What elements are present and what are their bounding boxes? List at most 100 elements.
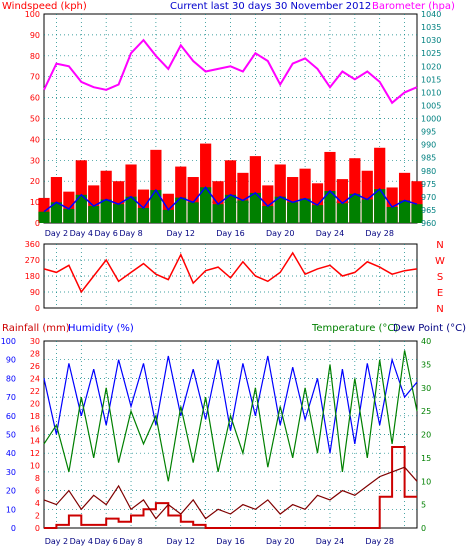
barometer-y-tick: 995 [421,128,436,137]
barometer-line [43,38,418,105]
average-wind-bar [386,207,398,223]
windspeed-bar [374,147,386,223]
average-wind-bar [299,198,311,223]
rainfall-y-tick: 8 [35,474,40,483]
average-wind-bar [411,204,423,223]
dewpoint-line [43,466,418,520]
humidity-y-tick: 60 [6,412,16,421]
compass-label: N [436,304,443,315]
windspeed-bar [224,160,237,223]
x-tick-label-bottom: Day 4 [70,537,93,546]
windspeed-bar [299,168,311,223]
humidity-y-tick: 30 [6,468,16,477]
average-wind-bar [311,205,324,223]
average-wind-bar [175,197,187,223]
temperature-y-tick: 15 [421,454,431,463]
wind-direction-line [43,251,418,294]
barometer-y-tick: 1030 [421,36,441,45]
humidity-y-tick: 80 [6,374,16,383]
compass-label: E [437,288,443,299]
windspeed-bar [38,197,50,223]
barometer-y-tick: 990 [421,141,436,150]
compass-label: S [437,272,443,283]
x-tick-label-top: Day 4 [70,229,93,238]
wind-y-tick: 100 [25,10,40,19]
wind-y-tick: 60 [30,94,40,103]
average-wind-bar [224,194,237,223]
windspeed-bar [63,191,75,223]
barometer-y-tick: 980 [421,167,436,176]
rainfall-y-tick: 0 [35,524,40,533]
average-wind-bar [237,200,249,223]
barometer-y-tick: 960 [421,219,436,228]
average-wind-line [43,186,418,213]
average-wind-bar [162,209,174,223]
windspeed-bar [100,170,112,223]
average-wind-bar [113,204,125,223]
humidity-y-tick: 20 [6,487,16,496]
barometer-y-tick: 1035 [421,23,441,32]
average-wind-bar [249,192,261,223]
humidity-y-tick: 90 [6,356,16,365]
average-wind-bar [100,199,112,223]
chart-marks [38,38,423,529]
rainfall-y-tick: 28 [30,349,40,358]
rainfall-y-tick: 22 [30,387,40,396]
barometer-y-tick: 985 [421,154,436,163]
wind-y-tick: 40 [30,135,40,144]
wind-y-tick: 90 [30,31,40,40]
direction-y-tick: 90 [30,288,40,297]
x-tick-label-bottom: Day 12 [167,537,196,546]
humidity-y-tick: 70 [6,393,16,402]
rainfall-y-tick: 12 [30,449,40,458]
x-tick-label-bottom: Day 20 [266,537,295,546]
average-wind-bar [63,208,75,223]
average-wind-bar [349,193,361,223]
x-tick-label-top: Day 6 [94,229,117,238]
windspeed-bar [411,181,423,223]
windspeed-bar [324,151,336,223]
temperature-y-tick: 25 [421,407,431,416]
wind-y-tick: 50 [30,115,40,124]
average-wind-bar [336,203,348,223]
windspeed-bar [75,160,87,223]
rainfall-y-tick: 16 [30,424,40,433]
average-wind-bar [125,196,137,223]
temperature-line [43,350,418,482]
windspeed-bar [249,156,261,223]
barometer-y-tick: 1020 [421,62,441,71]
windspeed-bar [336,179,348,223]
windspeed-bar [125,164,137,223]
average-wind-bar [374,189,386,223]
rainfall-y-tick: 20 [30,399,40,408]
compass-label: N [436,240,443,251]
average-wind-bar [187,202,199,223]
x-tick-label-bottom: Day 6 [94,537,117,546]
rainfall-y-tick: 24 [30,374,40,383]
x-tick-label-bottom: Day 8 [119,537,142,546]
average-wind-bar [50,202,63,223]
humidity-y-tick: 10 [6,505,16,514]
windspeed-bar [212,181,224,223]
temperature-y-tick: 10 [421,477,431,486]
average-wind-bar [137,207,150,223]
x-tick-label-top: Day 28 [365,229,394,238]
windspeed-bar [361,170,373,223]
direction-y-tick: 360 [25,240,40,249]
windspeed-bar [274,164,286,223]
rainfall-line [44,446,417,529]
windspeed-bar [175,166,187,223]
rainfall-y-tick: 30 [30,337,40,346]
average-wind-bar [200,187,212,223]
barometer-y-tick: 975 [421,180,436,189]
dewpoint-axis-label: Dew Point (°C) [393,323,466,334]
wind-y-tick: 10 [30,198,40,207]
windspeed-bar [50,177,63,223]
humidity-y-tick: 50 [6,431,16,440]
barometer-y-tick: 1010 [421,88,441,97]
direction-y-tick: 0 [35,304,40,313]
rainfall-y-tick: 6 [35,487,40,496]
x-tick-label-top: Day 2 [45,229,68,238]
